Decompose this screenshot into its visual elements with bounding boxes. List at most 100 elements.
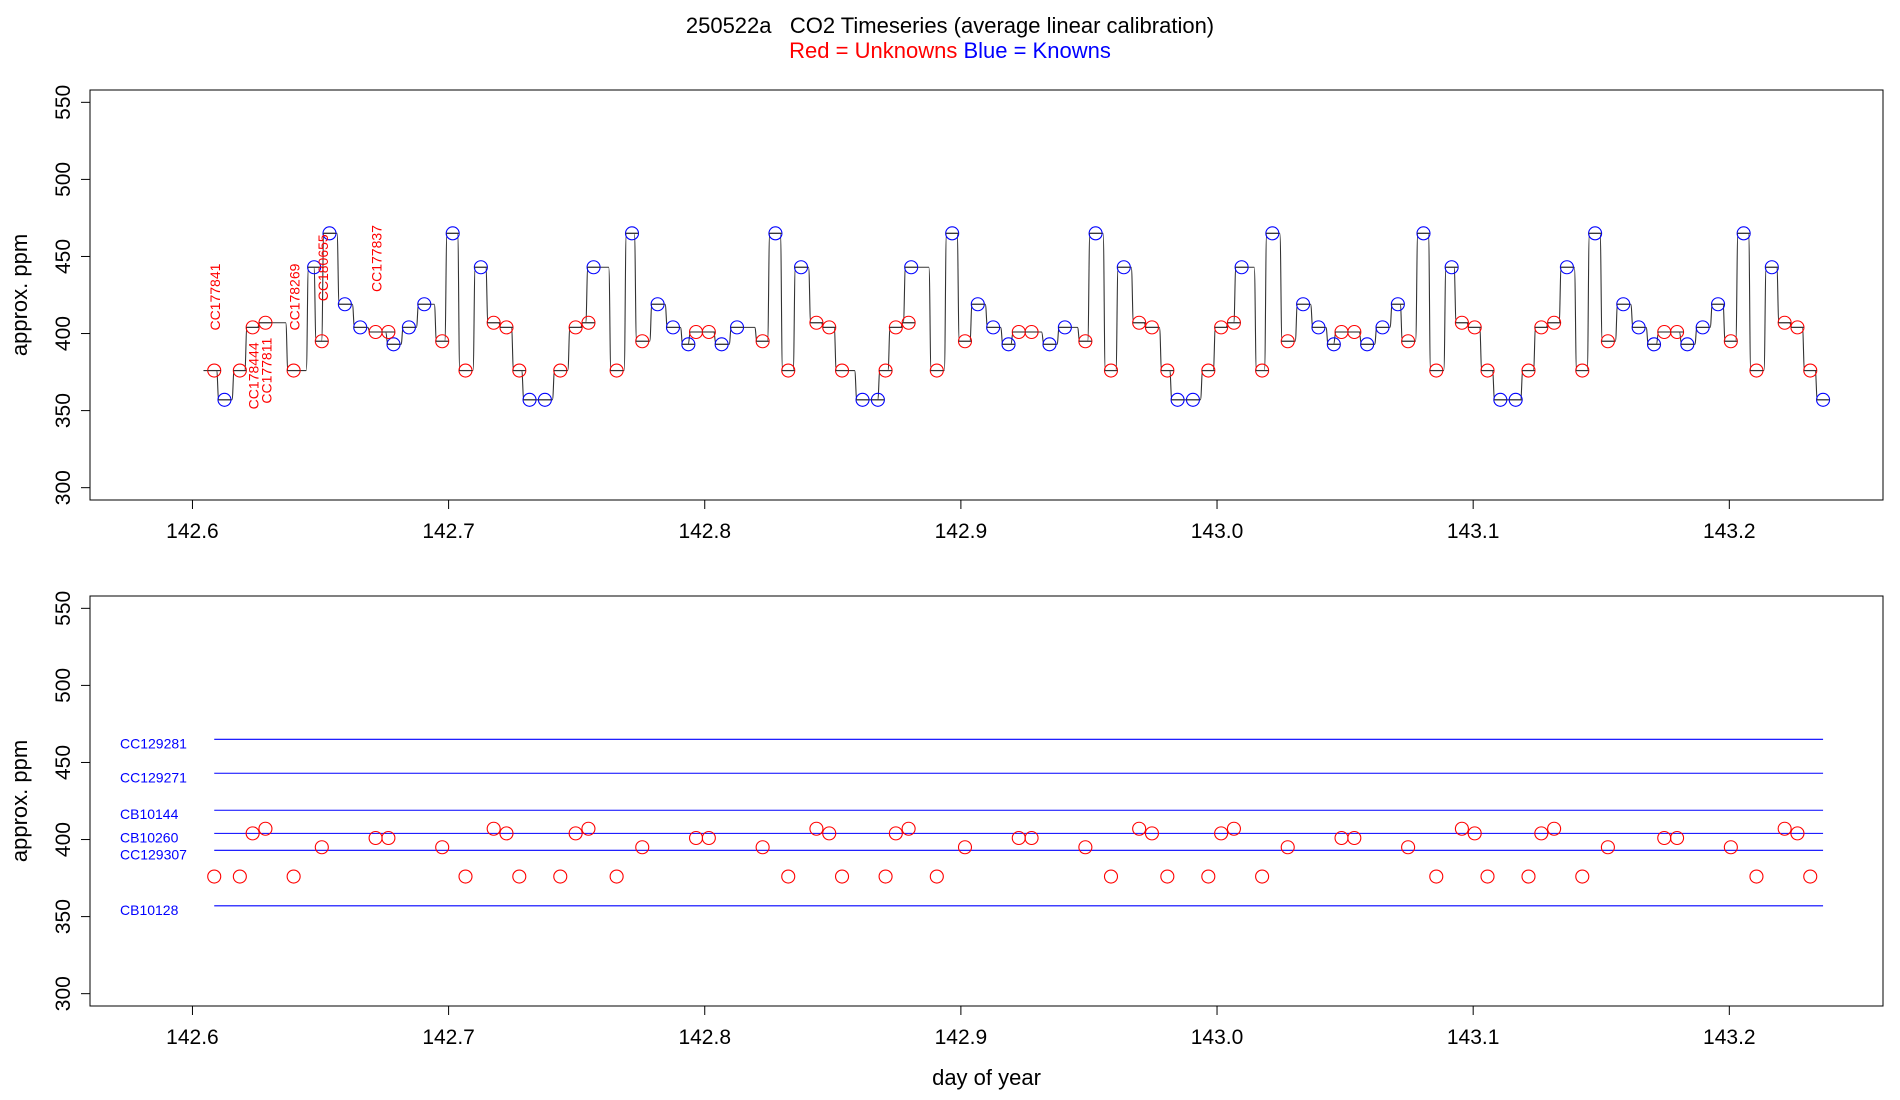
y-tick-label: 450 [52, 745, 75, 780]
unknown-point [834, 869, 850, 884]
x-tick-label: 143.2 [1703, 520, 1756, 543]
unknown-point [1803, 869, 1818, 884]
unknown-point [1480, 869, 1495, 884]
unknown-point [1280, 840, 1295, 855]
unknown-point [1214, 826, 1229, 841]
y-axis-label: approx. ppm [7, 234, 32, 356]
y-tick-label: 450 [52, 239, 75, 274]
unknown-point [258, 821, 273, 836]
unknown-point [1547, 821, 1562, 836]
unknown-point [245, 826, 260, 841]
x-axis-label: day of year [932, 1065, 1041, 1090]
x-tick-label: 143.1 [1447, 520, 1500, 543]
sample-annotation: CC177811 [258, 338, 274, 404]
unknown-point [207, 869, 222, 884]
timeseries-trace [203, 232, 1829, 401]
unknown-point [755, 840, 770, 855]
unknown-point [1160, 869, 1175, 884]
unknown-point [458, 869, 473, 884]
unknown-point [1575, 869, 1590, 884]
x-tick-label: 142.8 [678, 1026, 731, 1049]
unknown-point [701, 830, 716, 846]
y-tick-label: 350 [52, 393, 75, 428]
x-tick-label: 142.9 [935, 1026, 988, 1049]
subtitle-unknowns-legend: Red = Unknowns [789, 38, 958, 63]
unknown-point [1749, 869, 1764, 884]
y-tick-label: 550 [52, 591, 75, 626]
x-tick-label: 143.2 [1703, 1026, 1756, 1049]
reference-line-label: CC129271 [120, 769, 187, 785]
y-axis-label: approx. ppm [7, 740, 32, 862]
y-tick-label: 350 [52, 899, 75, 934]
unknown-point [435, 840, 450, 855]
unknown-point [929, 869, 944, 884]
unknown-point [1600, 840, 1615, 855]
unknown-point [1078, 840, 1093, 855]
subtitle-knowns-legend: Blue = Knowns [963, 38, 1111, 63]
chart-title: 250522a CO2 Timeseries (average linear c… [685, 13, 1215, 38]
unknown-point [1429, 869, 1444, 884]
x-tick-label: 143.0 [1191, 520, 1244, 543]
sample-annotation: CC177837 [369, 225, 385, 292]
bottom-panel: 142.6 142.7 142.8 142.9 143.0 143.1 143.2 300 35… [7, 591, 1884, 1090]
unknown-point [1347, 830, 1362, 846]
y-tick-label: 500 [52, 162, 75, 197]
x-tick-label: 142.7 [422, 1026, 475, 1049]
unknown-point [901, 821, 916, 836]
x-tick-label: 142.8 [678, 520, 731, 543]
sample-annotation: CC178269 [287, 263, 303, 330]
unknown-point [1144, 826, 1160, 841]
unknown-point [957, 840, 973, 855]
x-tick-label: 142.6 [166, 520, 219, 543]
unknown-point [1132, 821, 1147, 836]
unknown-point [512, 869, 527, 884]
plot-frame [89, 89, 1884, 501]
reference-line-label: CC129307 [120, 846, 187, 862]
x-tick-label: 142.7 [422, 520, 475, 543]
unknown-point [1521, 869, 1536, 884]
unknown-point [1226, 821, 1241, 836]
reference-line-label: CB10260 [120, 829, 179, 845]
top-panel: 142.6 142.7 142.8 142.9 143.0 143.1 143.2 300 35… [7, 85, 1884, 543]
unknown-point [1534, 826, 1549, 841]
unknown-point [486, 821, 501, 836]
unknown-point [1024, 830, 1039, 846]
unknown-point [1454, 821, 1469, 836]
reference-line-label: CC129281 [120, 735, 187, 751]
unknown-point [1201, 869, 1216, 884]
unknown-point [888, 826, 903, 841]
sample-annotation: CC177841 [207, 263, 223, 330]
y-tick-label: 300 [52, 976, 75, 1011]
unknown-point [1103, 869, 1119, 884]
unknown-point [609, 869, 624, 884]
unknown-point [809, 821, 824, 836]
unknown-point [1670, 830, 1685, 846]
unknown-point [1255, 869, 1270, 884]
unknown-point [781, 869, 796, 884]
x-tick-label: 142.6 [166, 1026, 219, 1049]
unknown-point [1777, 821, 1792, 836]
x-tick-label: 143.1 [1447, 1026, 1500, 1049]
sample-annotation: CC180655 [315, 234, 331, 301]
unknown-point [635, 840, 650, 855]
x-tick-label: 142.9 [935, 520, 988, 543]
unknown-point [822, 826, 837, 841]
sample-annotation: CC178444 [246, 342, 262, 409]
unknown-point [568, 826, 583, 841]
unknown-point [553, 869, 568, 884]
unknown-point [1790, 826, 1805, 841]
reference-line-label: CB10128 [120, 902, 179, 918]
unknown-point [499, 826, 514, 841]
y-tick-label: 400 [52, 316, 75, 351]
unknown-point [581, 821, 596, 836]
y-tick-label: 300 [52, 470, 75, 505]
y-tick-label: 400 [52, 822, 75, 857]
unknown-point [878, 869, 893, 884]
unknown-point [314, 840, 329, 855]
unknown-point [1401, 840, 1416, 855]
unknown-point [1467, 826, 1482, 841]
x-tick-label: 143.0 [1191, 1026, 1244, 1049]
y-tick-label: 500 [52, 668, 75, 703]
chart-subtitle: Red = Unknowns Blue = Knowns [0, 38, 1900, 64]
